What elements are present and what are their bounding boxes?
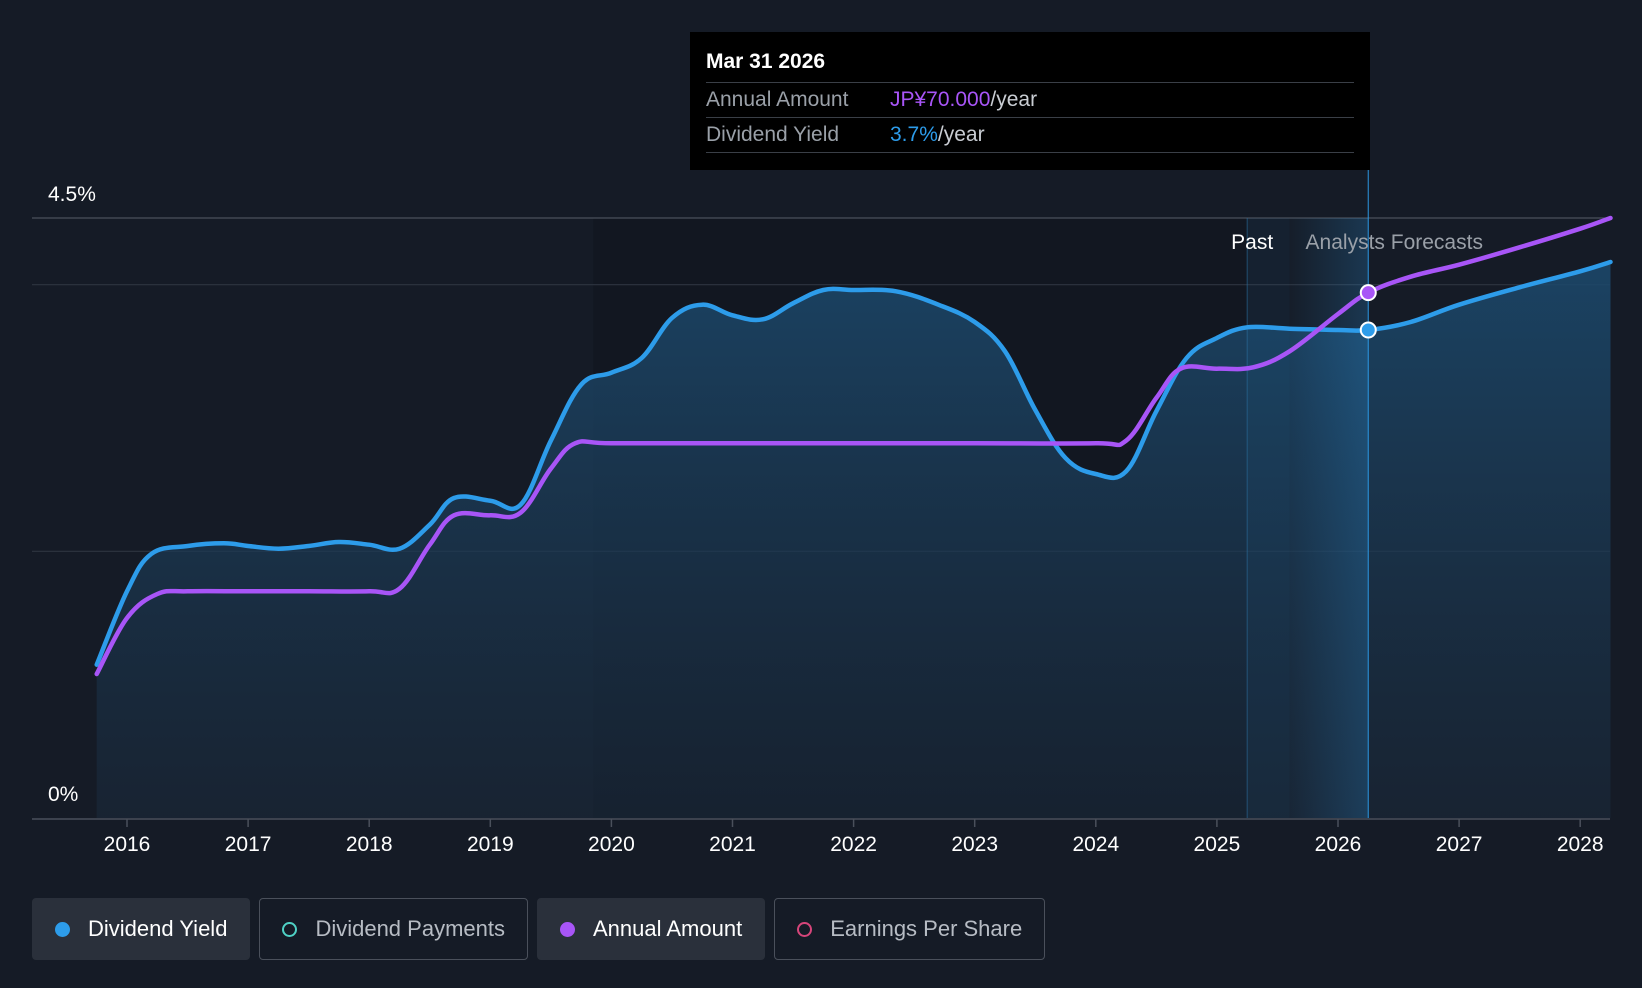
tooltip-row-annual-amount: Annual Amount JP¥70.000 /year	[706, 83, 1354, 118]
x-tick-label: 2022	[830, 833, 877, 856]
x-tick-label: 2024	[1072, 833, 1119, 856]
x-tick-label: 2016	[104, 833, 151, 856]
x-tick-label: 2026	[1315, 833, 1362, 856]
tooltip-date: Mar 31 2026	[706, 46, 1354, 83]
tooltip-value: JP¥70.000	[890, 88, 991, 111]
legend-ring-icon	[282, 921, 298, 937]
tooltip-row-dividend-yield: Dividend Yield 3.7% /year	[706, 118, 1354, 153]
forecast-band	[1289, 218, 1369, 818]
legend-earnings-per-share[interactable]: Earnings Per Share	[774, 898, 1046, 960]
dividend-yield-line	[94, 259, 1613, 667]
legend-label: Annual Amount	[592, 916, 743, 941]
x-tick-label: 2018	[346, 833, 393, 856]
x-tick-label: 2028	[1557, 833, 1604, 856]
tooltip-value: 3.7%	[890, 123, 938, 146]
legend-label: Dividend Yield	[88, 916, 228, 941]
tooltip-label: Dividend Yield	[706, 123, 840, 146]
y-tick-label: 4.5%	[48, 183, 96, 206]
legend-ring-icon	[797, 921, 813, 937]
x-tick-label: 2027	[1436, 833, 1483, 856]
x-tick-label: 2021	[709, 833, 756, 856]
dividend-yield-marker	[1359, 321, 1377, 339]
legend-label: Earnings Per Share	[830, 916, 1023, 941]
x-tick-label: 2017	[225, 833, 272, 856]
chart-tooltip: Mar 31 2026 Annual Amount JP¥70.000 /yea…	[690, 32, 1370, 170]
x-tick-label: 2023	[951, 833, 998, 856]
legend-label: Dividend Payments	[315, 916, 505, 941]
tooltip-unit: /year	[990, 88, 1038, 111]
legend-annual-amount[interactable]: Annual Amount	[536, 898, 766, 960]
tooltip-label: Annual Amount	[706, 88, 849, 111]
annual-amount-marker	[1359, 284, 1377, 302]
x-tick-label: 2025	[1194, 833, 1241, 856]
x-tick-label: 2020	[588, 833, 635, 856]
transition-band	[1247, 218, 1290, 818]
y-tick-label: 0%	[48, 783, 78, 806]
past-label: Past	[1231, 231, 1273, 254]
legend-dot-icon	[55, 921, 70, 937]
legend-dividend-yield[interactable]: Dividend Yield	[32, 898, 251, 960]
legend-dot-icon	[559, 921, 575, 937]
dividend-yield-area	[96, 262, 1611, 818]
forecast-label: Analysts Forecasts	[1306, 231, 1483, 254]
x-tick-label: 2019	[467, 833, 514, 856]
tooltip-unit: /year	[937, 123, 985, 146]
chart-legend: Dividend Yield Dividend Payments Annual …	[32, 898, 1046, 960]
legend-dividend-payments[interactable]: Dividend Payments	[259, 898, 528, 960]
annual-amount-line	[94, 215, 1613, 677]
